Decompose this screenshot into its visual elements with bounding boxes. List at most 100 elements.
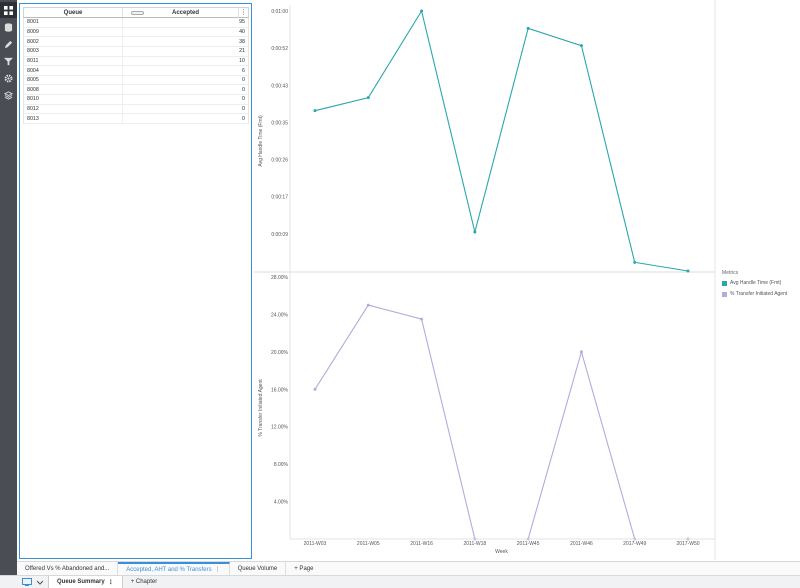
y-tick-label: 8.00% bbox=[274, 462, 289, 468]
table-row[interactable]: 8010 0 bbox=[23, 95, 249, 105]
y-axis-title: % Transfer Initiated Agent bbox=[258, 379, 264, 437]
edit-button[interactable] bbox=[0, 36, 17, 52]
chapter-tab-queue-summary[interactable]: Queue Summary ⋮ bbox=[48, 576, 123, 588]
column-header-queue[interactable]: Queue bbox=[24, 8, 123, 17]
grid-icon bbox=[4, 5, 13, 15]
table-row[interactable]: 8005 0 bbox=[23, 75, 249, 86]
settings-button[interactable] bbox=[0, 70, 17, 86]
cell-queue: 8001 bbox=[24, 18, 123, 27]
data-point bbox=[579, 44, 583, 48]
y-tick-label: 12.00% bbox=[271, 425, 289, 431]
tab-offered-vs-abandoned[interactable]: Offered Vs % Abandoned and... bbox=[17, 561, 119, 576]
table-body: 8001 95 8009 40 8002 38 8003 21 8011 10 8004 6 8005 0… bbox=[23, 18, 249, 125]
cell-accepted: 21 bbox=[239, 48, 245, 55]
pencil-icon bbox=[4, 40, 13, 48]
table-row[interactable]: 8008 0 bbox=[23, 85, 249, 96]
data-point bbox=[366, 303, 370, 307]
page-tabs: Offered Vs % Abandoned and... Accepted, … bbox=[17, 561, 800, 576]
data-point bbox=[420, 9, 424, 13]
cell-queue: 8002 bbox=[24, 37, 123, 46]
legend-swatch bbox=[722, 280, 727, 286]
x-axis-title: Week bbox=[495, 549, 508, 555]
y-tick-label: 0:00:26 bbox=[271, 158, 288, 164]
chapter-menu-icon[interactable]: ⋮ bbox=[107, 579, 114, 586]
y-tick-label: 0:00:35 bbox=[271, 120, 288, 126]
chapter-bar: Queue Summary ⋮ + Chapter bbox=[0, 575, 800, 588]
y-tick-label: 0:01:00 bbox=[271, 9, 288, 15]
tab-accepted-aht-transfers[interactable]: Accepted, AHT and % Transfers ⋮ bbox=[118, 561, 230, 576]
legend-title: Metrics bbox=[722, 270, 739, 276]
cell-queue: 8008 bbox=[24, 85, 123, 95]
y-tick-label: 20.00% bbox=[271, 350, 289, 356]
left-toolbar bbox=[0, 0, 17, 588]
filter-button[interactable] bbox=[0, 53, 17, 69]
filter-icon bbox=[4, 57, 13, 65]
layers-button[interactable] bbox=[0, 87, 17, 103]
table-row[interactable]: 8004 6 bbox=[23, 66, 249, 76]
series-line bbox=[314, 304, 688, 540]
y-tick-label: 24.00% bbox=[271, 312, 289, 318]
cell-accepted: 0 bbox=[242, 86, 245, 93]
cell-accepted: 40 bbox=[239, 28, 245, 35]
cell-accepted: 0 bbox=[242, 115, 245, 122]
column-header-accepted[interactable]: Accepted bbox=[171, 9, 199, 16]
cell-accepted: 10 bbox=[239, 57, 245, 64]
x-tick-label: 2011-W05 bbox=[357, 541, 380, 547]
x-tick-label: 2011-W18 bbox=[464, 541, 487, 547]
cell-queue: 8012 bbox=[24, 104, 123, 114]
data-point bbox=[366, 96, 370, 100]
line-charts: 0:00:09 0:00:17 0:00:26 0:00:35 0:00:43 0:00:… bbox=[254, 0, 716, 560]
column-menu-icon[interactable]: ⋮ bbox=[238, 8, 247, 18]
add-page-button[interactable]: + Page bbox=[294, 565, 314, 572]
monitor-icon bbox=[22, 578, 32, 586]
table-row[interactable]: 8001 95 bbox=[23, 18, 249, 28]
cell-queue: 8013 bbox=[24, 114, 123, 124]
tab-label: Accepted, AHT and % Transfers bbox=[126, 566, 212, 573]
legend-label: Avg Handle Time (Fmt) bbox=[730, 280, 782, 286]
tab-menu-icon[interactable]: ⋮ bbox=[214, 567, 221, 573]
y-tick-label: 28.00% bbox=[271, 275, 289, 281]
y-tick-label: 0:00:52 bbox=[271, 46, 288, 52]
legend: Metrics Avg Handle Time (Fmt) % Transfer… bbox=[722, 270, 798, 302]
table-row[interactable]: 8009 40 bbox=[23, 27, 249, 38]
y-axis-title: Avg Handle Time (Fmt) bbox=[258, 115, 264, 167]
cell-queue: 8005 bbox=[24, 75, 123, 85]
table-row[interactable]: 8011 10 bbox=[23, 56, 249, 67]
legend-label: % Transfer Initiated Agent bbox=[730, 291, 788, 297]
table-row[interactable]: 8003 21 bbox=[23, 46, 249, 57]
grid-view-button[interactable] bbox=[0, 2, 17, 18]
y-tick-label: 0:00:17 bbox=[271, 195, 288, 201]
cell-queue: 8004 bbox=[24, 66, 123, 75]
chevron-down-icon bbox=[36, 580, 44, 585]
data-point bbox=[313, 109, 317, 113]
cell-accepted: 0 bbox=[242, 77, 245, 84]
add-chapter-button[interactable]: + Chapter bbox=[130, 579, 158, 585]
cell-accepted: 38 bbox=[239, 38, 245, 45]
drag-handle-icon[interactable] bbox=[131, 11, 144, 15]
data-point bbox=[579, 350, 583, 354]
x-tick-label: 2011-W03 bbox=[304, 541, 327, 547]
legend-item-transfer-initiated[interactable]: % Transfer Initiated Agent bbox=[722, 291, 798, 297]
table-row[interactable]: 8012 0 bbox=[23, 104, 249, 115]
layout-dropdown-button[interactable] bbox=[22, 577, 48, 587]
chart-area: 0:00:09 0:00:17 0:00:26 0:00:35 0:00:43 0:00:… bbox=[254, 0, 800, 560]
chapter-label: Queue Summary bbox=[57, 579, 105, 585]
tab-queue-volume[interactable]: Queue Volume bbox=[230, 561, 287, 576]
queue-table-panel[interactable]: Queue Accepted ⋮ 8001 95 8009 40 8002 38 8003 2… bbox=[19, 3, 252, 559]
data-source-button[interactable] bbox=[0, 19, 17, 35]
y-tick-label: 0:00:09 bbox=[271, 232, 288, 238]
data-point bbox=[686, 269, 690, 273]
cell-queue: 8003 bbox=[24, 46, 123, 56]
layers-icon bbox=[4, 90, 13, 100]
table-row[interactable]: 8013 0 bbox=[23, 114, 249, 125]
legend-item-avg-handle-time[interactable]: Avg Handle Time (Fmt) bbox=[722, 280, 798, 286]
table-row[interactable]: 8002 38 bbox=[23, 37, 249, 47]
cell-accepted: 0 bbox=[242, 96, 245, 103]
cell-queue: 8010 bbox=[24, 95, 123, 104]
tab-label: Offered Vs % Abandoned and... bbox=[25, 565, 110, 572]
database-icon bbox=[4, 22, 13, 32]
data-point bbox=[473, 230, 477, 234]
x-tick-label: 2011-W45 bbox=[517, 541, 540, 547]
y-tick-label: 16.00% bbox=[271, 387, 289, 393]
data-point bbox=[313, 387, 317, 391]
